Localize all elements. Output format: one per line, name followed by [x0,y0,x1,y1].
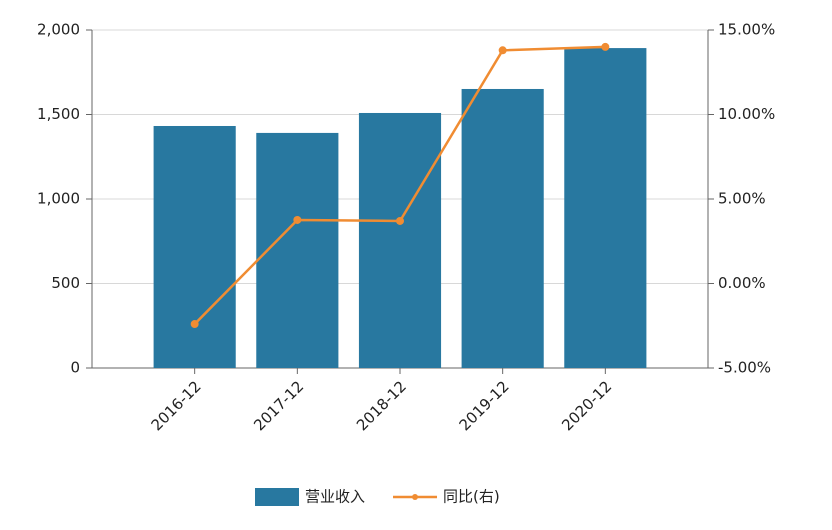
y2-tick-label: 5.00% [718,190,766,208]
x-tick-label: 2016-12 [148,377,205,434]
y-tick-label: 1,000 [37,190,80,208]
legend-label: 营业收入 [305,488,365,506]
bar [153,125,236,368]
y-tick-label: 500 [51,274,80,292]
line-point [601,42,610,51]
bar [256,132,339,368]
legend-label: 同比(右) [443,488,500,506]
x-tick-label: 2019-12 [456,377,513,434]
y2-tick-label: 0.00% [718,274,766,292]
y-tick-label: 1,500 [37,105,80,123]
y2-tick-label: 10.00% [718,105,775,123]
x-tick-label: 2018-12 [353,377,410,434]
bar [461,88,544,368]
line-point [190,320,199,329]
legend-swatch [412,494,419,500]
legend-swatch [255,488,299,506]
y2-tick-label: -5.00% [718,359,771,377]
y2-tick-label: 15.00% [718,21,775,39]
x-tick-label: 2017-12 [250,377,307,434]
x-tick-label: 2020-12 [558,377,615,434]
bar [358,112,442,368]
bar [564,48,647,368]
y-tick-label: 2,000 [37,21,80,39]
y-tick-label: 0 [70,359,80,377]
line-point [293,215,302,224]
line-point [498,46,507,55]
line-point [396,216,404,225]
